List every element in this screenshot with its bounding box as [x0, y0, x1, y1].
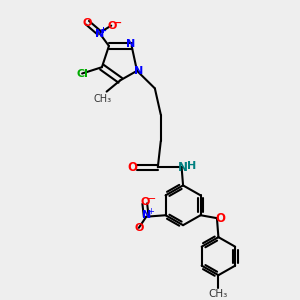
Text: −: − [113, 18, 122, 28]
Text: O: O [83, 18, 92, 28]
Text: O: O [215, 212, 226, 225]
Text: CH₃: CH₃ [209, 289, 228, 298]
Text: N: N [134, 66, 143, 76]
Text: N: N [95, 29, 104, 39]
Text: N: N [142, 210, 151, 220]
Text: N: N [125, 40, 135, 50]
Text: N: N [178, 161, 188, 174]
Text: CH₃: CH₃ [93, 94, 111, 104]
Text: +: + [99, 26, 106, 34]
Text: +: + [147, 207, 154, 216]
Text: O: O [128, 161, 138, 174]
Text: Cl: Cl [76, 68, 88, 79]
Text: H: H [187, 161, 196, 171]
Text: −: − [147, 194, 156, 204]
Text: O: O [107, 21, 116, 31]
Text: O: O [134, 223, 143, 233]
Text: O: O [140, 197, 149, 207]
